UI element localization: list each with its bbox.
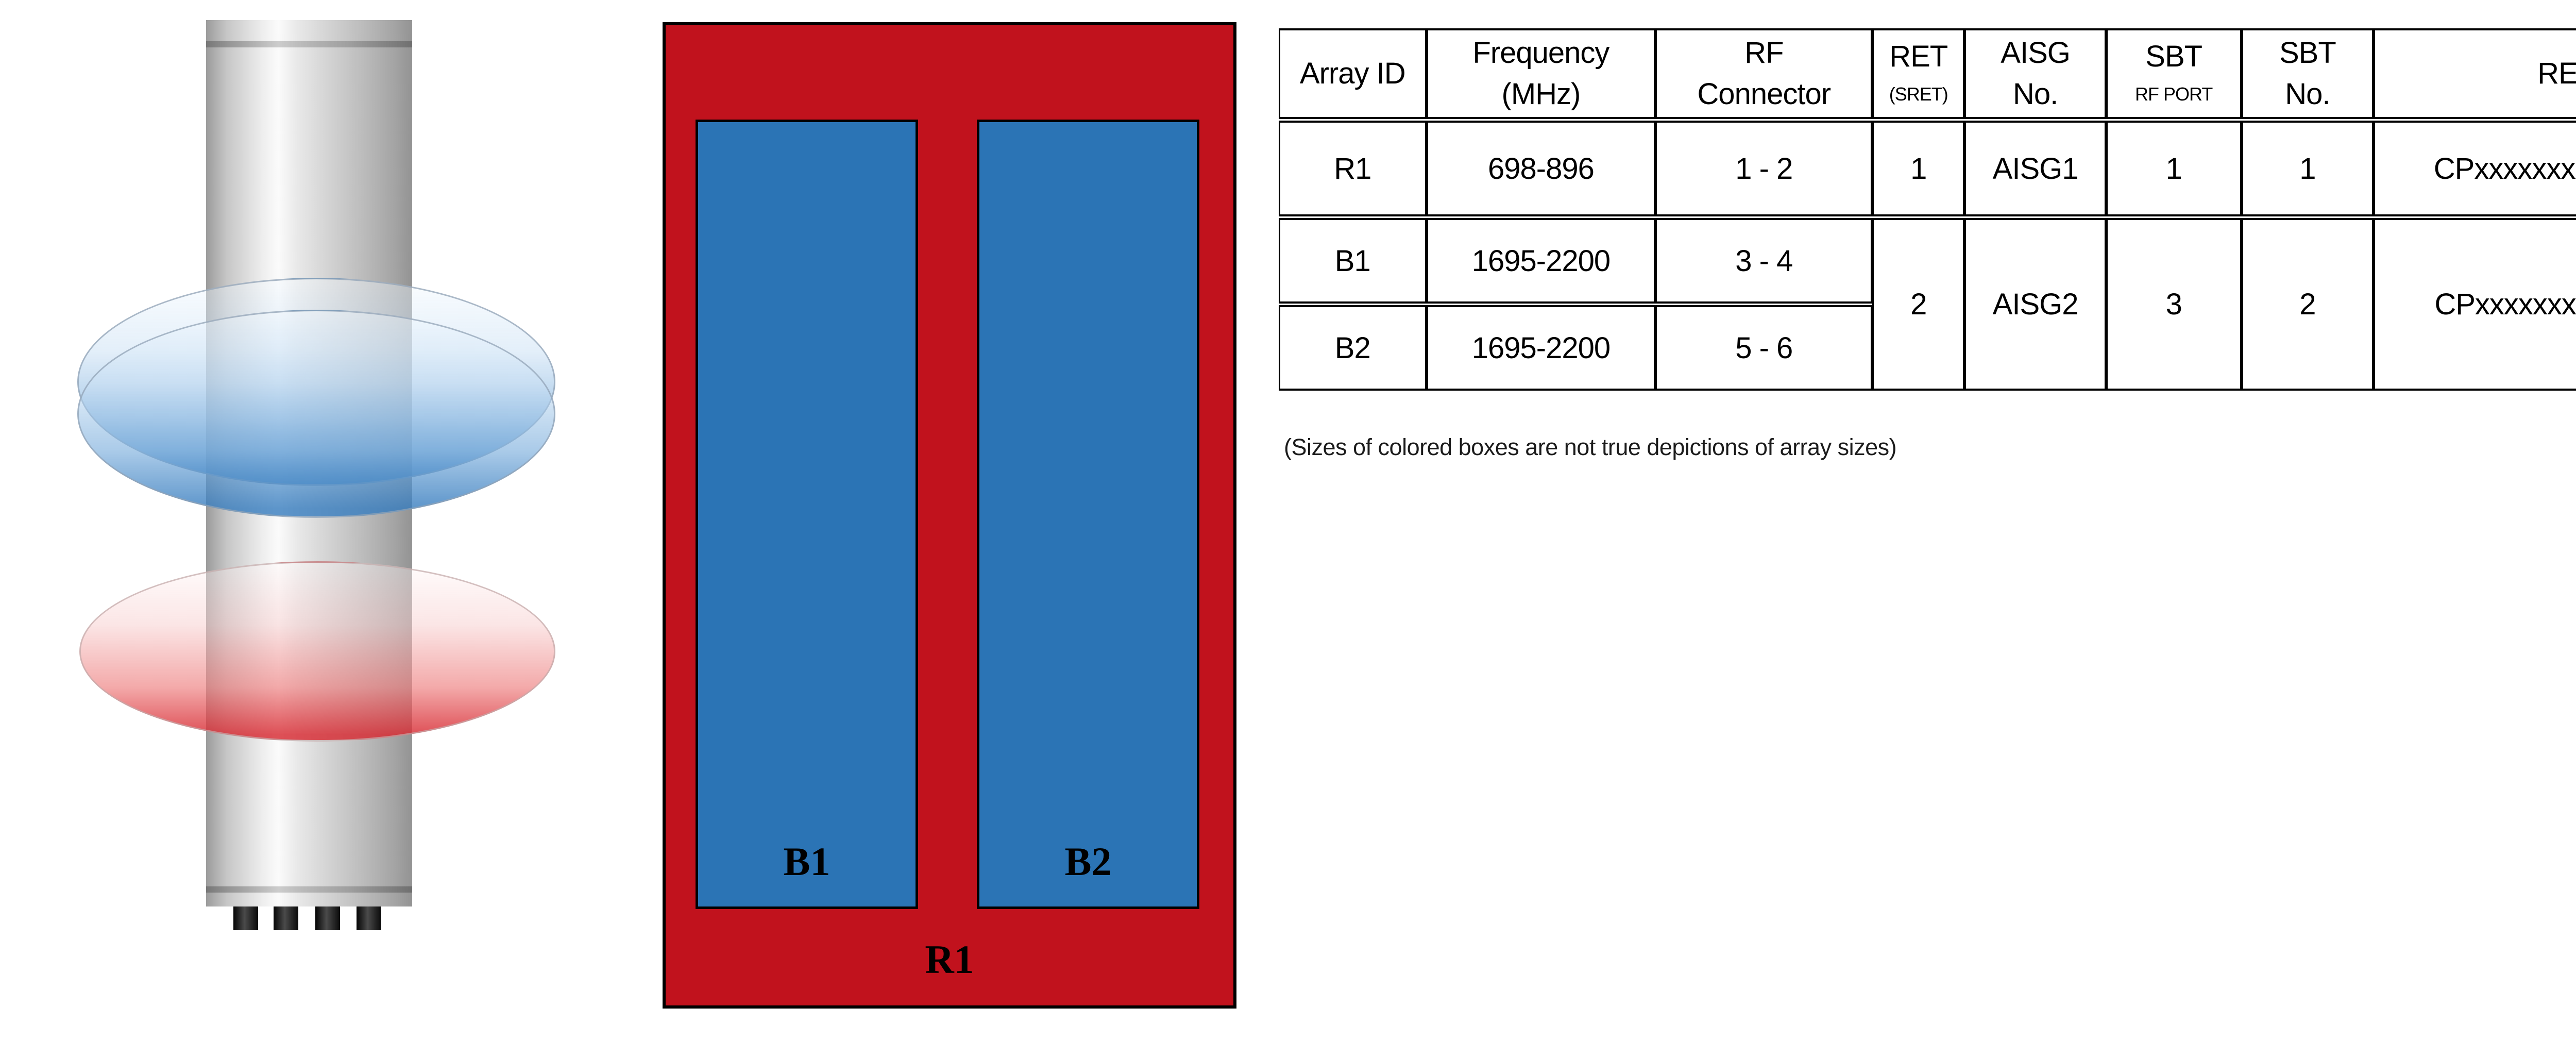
cell-sbt-no-r1: 1 — [2241, 121, 2374, 216]
col-header-aisg-no: AISG No. — [1964, 28, 2106, 119]
antenna-connector-stub — [315, 906, 340, 930]
red-beam-disc — [79, 561, 555, 742]
table-header-row: Array ID Frequency (MHz) RF Connector RE… — [1279, 28, 2576, 119]
antenna-bottom-seam — [206, 886, 412, 893]
antenna-illustration — [0, 0, 608, 1041]
array-b2-box: B2 — [977, 120, 1199, 909]
col-header-array-id: Array ID — [1279, 28, 1427, 119]
table-row-b1: B1 1695-2200 3 - 4 2 AISG2 3 2 CPxxxxxxx… — [1279, 218, 2576, 391]
cell-array-id-r1: R1 — [1279, 121, 1427, 216]
col-header-sbt-no: SBT No. — [2241, 28, 2374, 119]
cell-rf-connector-b1: 3 - 4 — [1655, 218, 1873, 304]
table-row-r1: R1 698-896 1 - 2 1 AISG1 1 1 CPxxxxxxxxx… — [1279, 121, 2576, 216]
cell-array-id-b2: B2 — [1279, 305, 1427, 391]
cell-aisg-b1-b2: AISG2 — [1964, 218, 2106, 391]
antenna-connector-stub — [274, 906, 298, 930]
cell-ret-r1: 1 — [1872, 121, 1965, 216]
col-header-rf-connector: RF Connector — [1655, 28, 1873, 119]
table-row-b2: B2 1695-2200 5 - 6 — [1279, 305, 2576, 391]
col-header-ret-sret: RET (SRET) — [1872, 28, 1965, 119]
cell-frequency-b2: 1695-2200 — [1426, 305, 1656, 391]
antenna-top-seam — [206, 41, 412, 47]
cell-array-id-b1: B1 — [1279, 218, 1427, 304]
cell-ret-uid-b1-b2: CPxxxxxxxxxxxxxxxxxB1 — [2374, 218, 2576, 391]
array-size-disclaimer-note: (Sizes of colored boxes are not true dep… — [1284, 434, 1897, 460]
cell-sbt-no-b1-b2: 2 — [2241, 218, 2374, 391]
cell-ret-uid-r1: CPxxxxxxxxxxxxxxxxxR1 — [2374, 121, 2576, 216]
blue-beam-disc-lower — [77, 310, 555, 518]
cell-aisg-r1: AISG1 — [1964, 121, 2106, 216]
col-header-ret-uid: RET UID — [2374, 28, 2576, 119]
col-header-frequency: Frequency (MHz) — [1426, 28, 1656, 119]
antenna-connector-stub — [233, 906, 258, 930]
cell-frequency-b1: 1695-2200 — [1426, 218, 1656, 304]
cell-sbt-rf-port-b1-b2: 3 — [2106, 218, 2242, 391]
array-r1-label: R1 — [925, 937, 974, 982]
cell-rf-connector-b2: 5 - 6 — [1655, 305, 1873, 391]
cell-frequency-r1: 698-896 — [1426, 121, 1656, 216]
cell-ret-b1-b2: 2 — [1872, 218, 1965, 391]
array-b1-box: B1 — [696, 120, 918, 909]
array-b1-label: B1 — [783, 839, 831, 884]
cell-rf-connector-r1: 1 - 2 — [1655, 121, 1873, 216]
antenna-connector-stub — [357, 906, 381, 930]
port-configuration-table: Array ID Frequency (MHz) RF Connector RE… — [1279, 27, 2576, 392]
array-b2-label: B2 — [1064, 839, 1112, 884]
col-header-sbt-rf-port: SBT RF PORT — [2106, 28, 2242, 119]
cell-sbt-rf-port-r1: 1 — [2106, 121, 2242, 216]
